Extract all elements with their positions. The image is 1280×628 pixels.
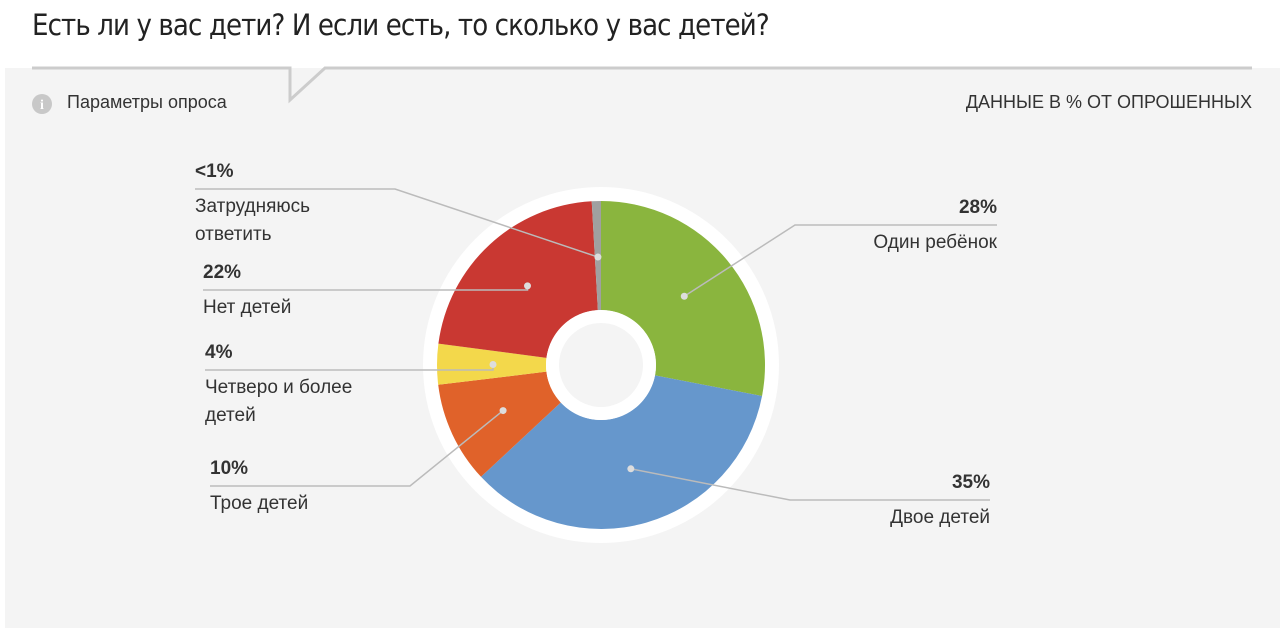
chart-title: Есть ли у вас дети? И если есть, то скол… xyxy=(32,8,770,42)
leader-line xyxy=(195,188,599,258)
leader-dot xyxy=(524,282,532,290)
category-label: Четверо и более детей xyxy=(205,377,353,426)
info-icon[interactable] xyxy=(32,94,52,114)
leader-dot xyxy=(489,360,497,368)
pie-slice xyxy=(481,375,763,529)
value-label: 22% xyxy=(203,262,242,283)
value-label: 10% xyxy=(210,458,249,479)
leader-line xyxy=(683,224,997,297)
category-label: Затрудняюсь ответить xyxy=(195,196,311,245)
value-label: <1% xyxy=(195,161,234,182)
leader-line xyxy=(210,409,504,487)
leader-dot xyxy=(499,407,507,415)
leader-dot xyxy=(627,465,635,473)
donut-hole-inner xyxy=(559,323,643,407)
leader-dot xyxy=(594,253,602,261)
info-icon-glyph: i xyxy=(40,98,44,113)
category-label: Двое детей xyxy=(890,507,990,528)
units-note: ДАННЫЕ В % ОТ ОПРОШЕННЫХ xyxy=(965,92,1252,112)
header-rule xyxy=(32,66,1252,104)
pie-slice xyxy=(438,371,561,477)
value-label: 28% xyxy=(958,197,997,218)
category-label: Трое детей xyxy=(210,493,309,514)
leader-dot xyxy=(680,292,688,300)
category-label: Нет детей xyxy=(203,297,292,318)
value-label: 35% xyxy=(951,472,990,493)
value-label: 4% xyxy=(205,342,233,363)
leader-line xyxy=(630,468,990,501)
category-label: Один ребёнок xyxy=(873,232,997,253)
pie-slice xyxy=(438,201,598,358)
survey-params-link[interactable]: Параметры опроса xyxy=(67,92,227,112)
